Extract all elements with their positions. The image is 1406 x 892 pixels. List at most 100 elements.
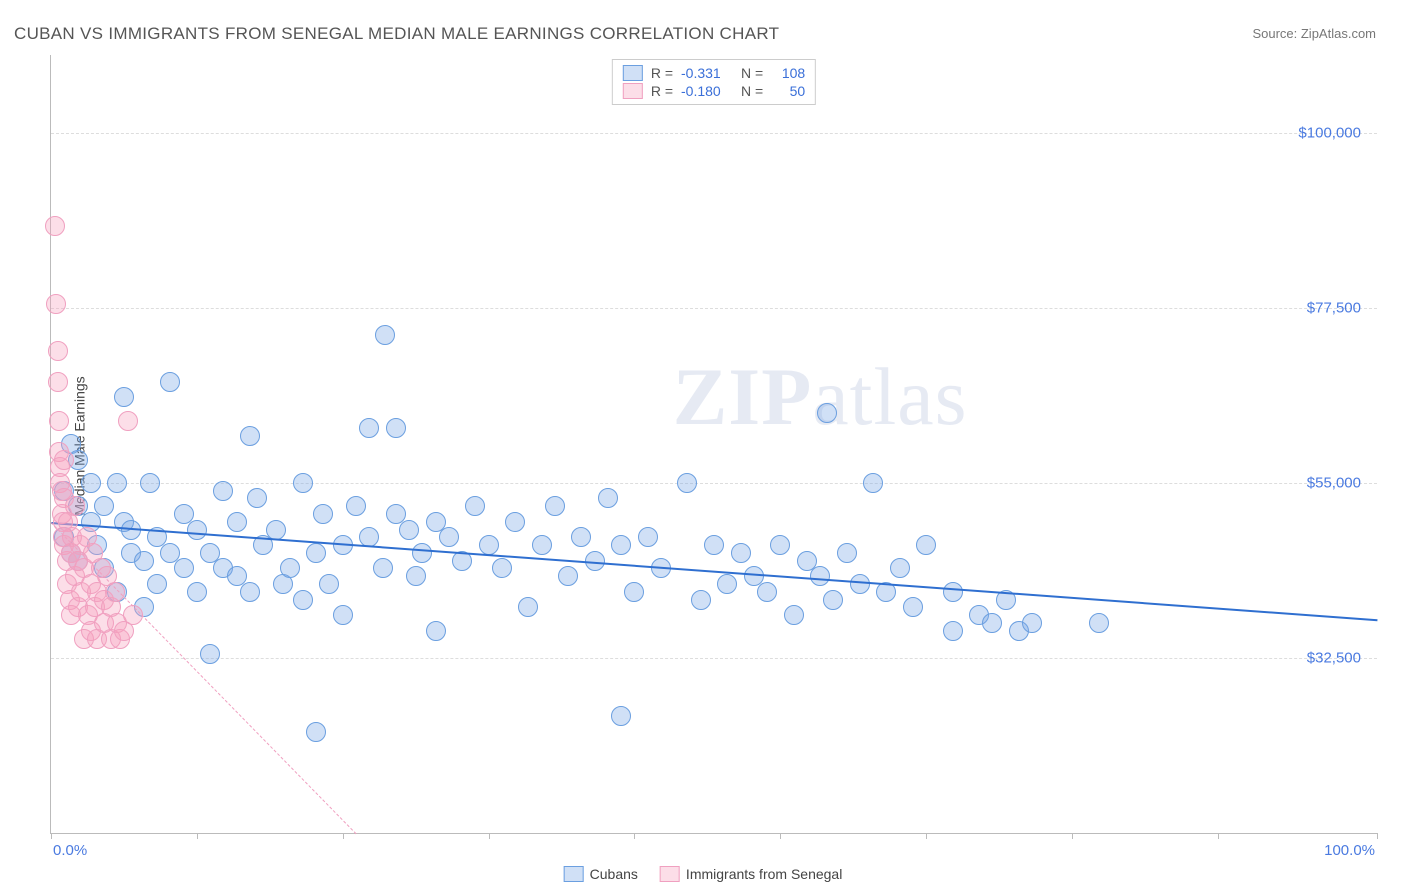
- legend-item: Cubans: [564, 866, 638, 882]
- legend-label: Cubans: [590, 866, 638, 882]
- data-point: [817, 403, 837, 423]
- r-value: -0.180: [681, 83, 733, 99]
- data-point: [386, 418, 406, 438]
- data-point: [65, 496, 85, 516]
- x-tick-label: 0.0%: [53, 842, 87, 859]
- data-point: [140, 473, 160, 493]
- data-point: [823, 590, 843, 610]
- data-point: [426, 621, 446, 641]
- data-point: [518, 597, 538, 617]
- n-label: N =: [741, 83, 763, 99]
- data-point: [147, 574, 167, 594]
- data-point: [373, 558, 393, 578]
- data-point: [571, 527, 591, 547]
- stats-row: R =-0.331N =108: [623, 64, 805, 82]
- data-point: [134, 551, 154, 571]
- data-point: [611, 706, 631, 726]
- x-tick: [1072, 833, 1073, 839]
- data-point: [187, 520, 207, 540]
- data-point: [346, 496, 366, 516]
- r-label: R =: [651, 83, 673, 99]
- data-point: [247, 488, 267, 508]
- y-tick-label: $32,500: [1307, 649, 1361, 666]
- data-point: [532, 535, 552, 555]
- y-tick-label: $100,000: [1298, 124, 1361, 141]
- data-point: [240, 426, 260, 446]
- gridline: [51, 658, 1377, 659]
- gridline: [51, 308, 1377, 309]
- x-tick: [926, 833, 927, 839]
- x-tick: [197, 833, 198, 839]
- data-point: [200, 644, 220, 664]
- data-point: [48, 372, 68, 392]
- data-point: [49, 411, 69, 431]
- gridline: [51, 133, 1377, 134]
- data-point: [48, 341, 68, 361]
- stats-legend: R =-0.331N =108R =-0.180N =50: [612, 59, 816, 105]
- data-point: [611, 535, 631, 555]
- data-point: [465, 496, 485, 516]
- data-point: [114, 387, 134, 407]
- x-tick: [489, 833, 490, 839]
- data-point: [1022, 613, 1042, 633]
- data-point: [1089, 613, 1109, 633]
- data-point: [187, 582, 207, 602]
- data-point: [240, 582, 260, 602]
- data-point: [691, 590, 711, 610]
- data-point: [293, 473, 313, 493]
- data-point: [399, 520, 419, 540]
- data-point: [677, 473, 697, 493]
- data-point: [160, 372, 180, 392]
- legend-label: Immigrants from Senegal: [686, 866, 842, 882]
- gridline: [51, 483, 1377, 484]
- r-value: -0.331: [681, 65, 733, 81]
- data-point: [46, 294, 66, 314]
- data-point: [492, 558, 512, 578]
- n-value: 50: [771, 83, 805, 99]
- data-point: [359, 418, 379, 438]
- data-point: [837, 543, 857, 563]
- legend-swatch: [660, 866, 680, 882]
- r-label: R =: [651, 65, 673, 81]
- x-tick: [634, 833, 635, 839]
- data-point: [94, 496, 114, 516]
- stats-row: R = -0.180 N = 50: [623, 82, 805, 100]
- x-tick: [51, 833, 52, 839]
- data-point: [598, 488, 618, 508]
- data-point: [118, 411, 138, 431]
- data-point: [545, 496, 565, 516]
- data-point: [81, 473, 101, 493]
- data-point: [107, 473, 127, 493]
- data-point: [306, 722, 326, 742]
- x-tick: [1377, 833, 1378, 839]
- y-tick-label: $77,500: [1307, 299, 1361, 316]
- data-point: [105, 582, 125, 602]
- data-point: [757, 582, 777, 602]
- data-point: [333, 605, 353, 625]
- source-label: Source: ZipAtlas.com: [1252, 26, 1376, 41]
- legend-swatch: [623, 83, 643, 99]
- x-tick-label: 100.0%: [1324, 842, 1375, 859]
- chart-title: CUBAN VS IMMIGRANTS FROM SENEGAL MEDIAN …: [14, 24, 779, 44]
- data-point: [916, 535, 936, 555]
- legend-swatch: [564, 866, 584, 882]
- data-point: [638, 527, 658, 547]
- data-point: [943, 582, 963, 602]
- data-point: [439, 527, 459, 547]
- data-point: [479, 535, 499, 555]
- bottom-legend: Cubans Immigrants from Senegal: [564, 866, 843, 882]
- data-point: [505, 512, 525, 532]
- data-point: [319, 574, 339, 594]
- data-point: [624, 582, 644, 602]
- data-point: [213, 481, 233, 501]
- plot-area: ZIPatlas R =-0.331N =108R =-0.180N =50 $…: [50, 55, 1377, 834]
- data-point: [717, 574, 737, 594]
- data-point: [313, 504, 333, 524]
- data-point: [280, 558, 300, 578]
- data-point: [770, 535, 790, 555]
- watermark: ZIPatlas: [673, 350, 968, 444]
- trend-line: [51, 522, 357, 834]
- data-point: [850, 574, 870, 594]
- data-point: [863, 473, 883, 493]
- data-point: [784, 605, 804, 625]
